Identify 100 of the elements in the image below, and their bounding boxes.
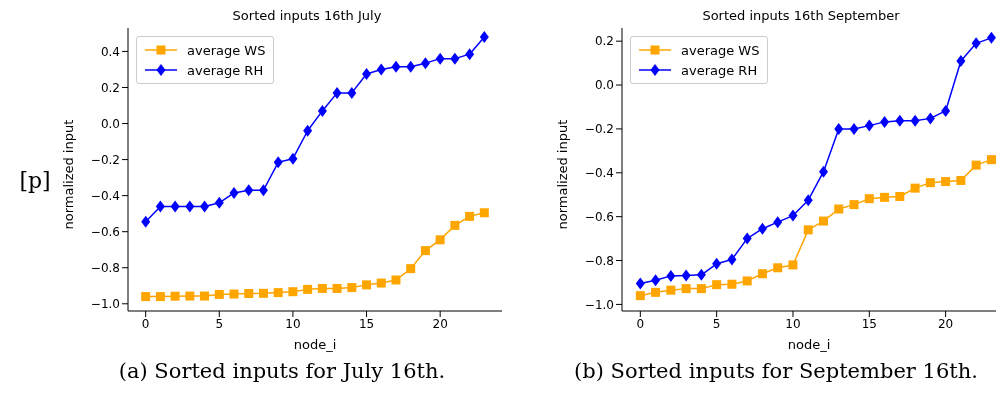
x-tick-label: 0 xyxy=(636,316,645,331)
point xyxy=(681,284,691,294)
point xyxy=(332,283,342,293)
point xyxy=(727,253,737,266)
point xyxy=(834,204,844,214)
point xyxy=(347,283,357,293)
point xyxy=(712,257,722,270)
point xyxy=(788,209,798,222)
point xyxy=(303,124,313,137)
point xyxy=(479,208,489,218)
point xyxy=(258,184,268,197)
point xyxy=(288,152,298,165)
point xyxy=(849,200,859,210)
y-tick-label: 0.2 xyxy=(594,34,614,49)
point xyxy=(420,57,430,70)
point xyxy=(391,275,401,285)
point xyxy=(200,200,210,213)
point xyxy=(742,276,752,286)
y-tick-label: 0.4 xyxy=(100,44,120,59)
y-tick-label: −0.2 xyxy=(584,122,614,137)
point xyxy=(273,288,283,298)
point xyxy=(155,200,165,213)
legend-label: average WS xyxy=(681,42,760,58)
point xyxy=(406,60,416,73)
y-tick-label: −0.6 xyxy=(584,209,614,224)
point xyxy=(141,292,151,302)
point xyxy=(332,86,342,99)
point xyxy=(727,279,737,289)
point xyxy=(819,216,828,226)
x-tick-label: 10 xyxy=(785,316,801,331)
y-tick-label: −0.4 xyxy=(584,166,614,181)
point xyxy=(170,200,180,213)
y-tick-label: 0.2 xyxy=(100,80,120,95)
x-tick-label: 20 xyxy=(937,316,954,331)
text: (a) Sorted inputs for July 16th. xyxy=(117,359,447,383)
point xyxy=(864,194,874,204)
point xyxy=(273,156,283,169)
y-tick-label: −0.4 xyxy=(90,188,120,203)
point xyxy=(910,183,920,193)
point xyxy=(712,280,722,290)
point xyxy=(376,278,386,288)
point xyxy=(971,37,981,50)
x-tick-label: 0 xyxy=(141,316,150,331)
y-tick-label: −0.2 xyxy=(90,152,120,167)
point xyxy=(185,291,195,301)
point xyxy=(229,289,239,299)
x-tick-label: 15 xyxy=(358,316,375,331)
point xyxy=(406,264,416,274)
point xyxy=(941,177,951,187)
point xyxy=(185,200,195,213)
legend-label: average WS xyxy=(187,42,266,58)
point xyxy=(880,115,890,128)
y-tick-label: −0.8 xyxy=(584,253,614,268)
point xyxy=(941,104,951,117)
point xyxy=(200,291,210,301)
text: (b) Sorted inputs for September 16th. xyxy=(573,359,979,383)
point xyxy=(956,175,966,185)
point xyxy=(971,160,981,170)
point xyxy=(864,119,874,132)
point xyxy=(376,63,386,76)
point xyxy=(317,104,327,117)
point xyxy=(465,48,475,61)
point xyxy=(788,260,798,270)
point xyxy=(288,287,298,297)
point xyxy=(347,86,357,99)
point xyxy=(742,232,752,245)
point xyxy=(849,122,859,135)
y-tick-label: −1.0 xyxy=(90,297,120,312)
x-tick-label: 20 xyxy=(432,316,448,331)
point xyxy=(803,225,813,235)
point xyxy=(214,289,224,299)
text: [p] xyxy=(19,168,51,193)
point xyxy=(666,269,676,282)
x-tick-label: 5 xyxy=(215,316,224,331)
y-tick-label: 0.0 xyxy=(100,116,120,131)
point xyxy=(773,263,783,273)
point xyxy=(986,155,996,165)
legend-label: average RH xyxy=(681,62,758,78)
point xyxy=(757,269,767,279)
point xyxy=(956,54,966,67)
y-axis-title: normalized input xyxy=(554,119,570,230)
point xyxy=(258,288,268,298)
point xyxy=(986,31,996,44)
point xyxy=(803,194,813,207)
point xyxy=(362,67,372,80)
chart-title: Sorted inputs 16th September xyxy=(701,8,901,24)
point xyxy=(479,31,489,44)
point xyxy=(435,235,445,245)
point xyxy=(880,192,890,202)
point xyxy=(651,287,661,297)
point xyxy=(229,186,239,199)
point xyxy=(362,280,372,290)
y-tick-label: −0.6 xyxy=(90,224,120,239)
point xyxy=(666,285,676,295)
point xyxy=(244,289,254,299)
point xyxy=(420,246,430,256)
x-axis-title: node_i xyxy=(787,337,831,352)
point xyxy=(925,112,935,125)
chart-title: Sorted inputs 16th July xyxy=(231,8,383,24)
y-tick-label: −1.0 xyxy=(584,297,614,312)
